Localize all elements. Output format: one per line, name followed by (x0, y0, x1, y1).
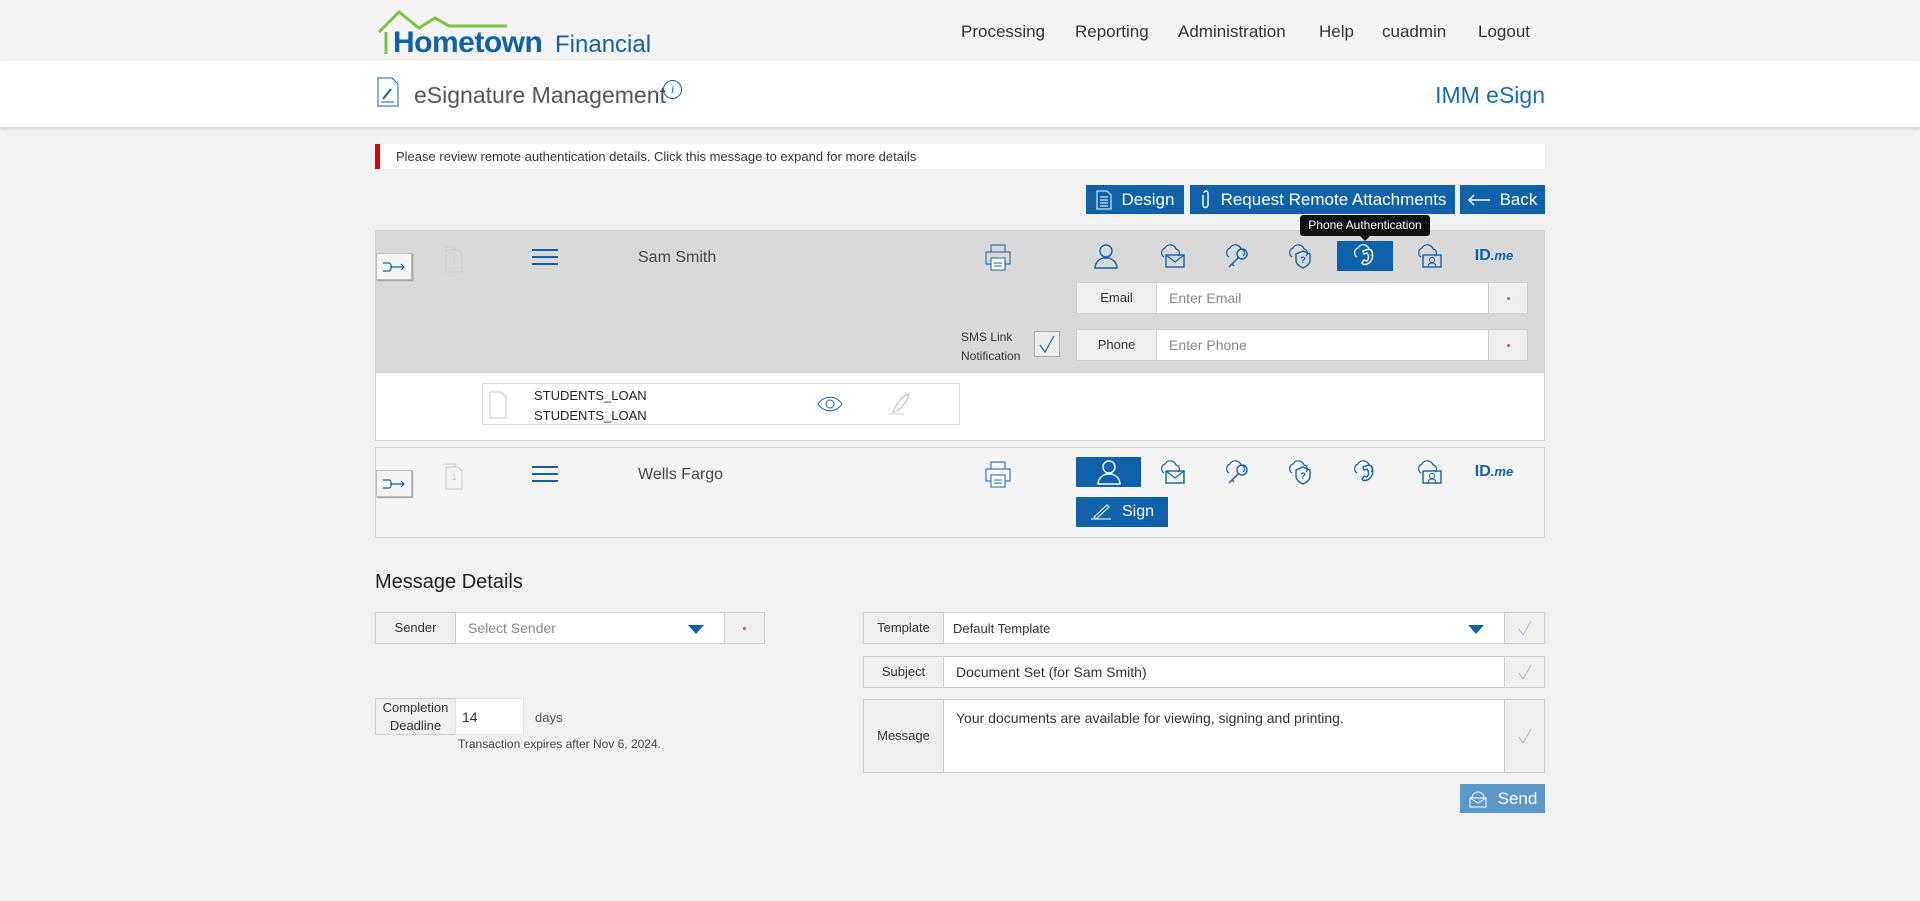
deadline-input[interactable]: 14 (455, 698, 524, 735)
idme-icon[interactable]: ID.me (1474, 463, 1514, 480)
menu-icon[interactable] (531, 248, 559, 266)
page-header (0, 61, 1920, 127)
person-icon[interactable] (1078, 241, 1134, 271)
sms-notification-label: SMS Link Notification (961, 330, 1021, 363)
logo[interactable]: Hometown Financial (377, 10, 657, 59)
required-indicator (1488, 282, 1528, 314)
request-remote-attachments-button[interactable]: Request Remote Attachments (1190, 185, 1455, 214)
paperclip-icon (1201, 189, 1209, 208)
email-cloud-icon[interactable] (1144, 457, 1200, 487)
info-icon[interactable]: i (663, 80, 682, 99)
days-unit: days (535, 710, 563, 725)
svg-text:?: ? (1300, 255, 1306, 265)
email-cloud-icon[interactable] (1144, 241, 1200, 271)
pen-icon (1090, 504, 1111, 520)
document-name: STUDENTS_LOAN STUDENTS_LOAN (534, 388, 647, 423)
document-count-icon: 1 (443, 246, 463, 273)
tooltip: Phone Authentication (1300, 215, 1430, 241)
nav-user[interactable]: cuadmin (1382, 22, 1447, 41)
signer-row-wells-fargo (375, 447, 1545, 538)
page-title: eSignature Management (414, 82, 666, 108)
alert-banner[interactable]: Please review remote authentication deta… (375, 144, 1545, 169)
expiry-note: Transaction expires after Nov 6, 2024. (458, 737, 661, 751)
template-select[interactable]: Default Template (943, 612, 1505, 644)
dropdown-arrow-icon (1468, 625, 1484, 634)
message-label: Message (863, 699, 944, 773)
check-icon (1504, 656, 1545, 688)
nav-administration[interactable]: Administration (1178, 22, 1286, 41)
check-icon (1504, 699, 1545, 773)
message-details-heading: Message Details (375, 571, 523, 593)
document-icon (489, 391, 507, 419)
reassign-button[interactable] (376, 253, 412, 280)
phone-icon[interactable] (1337, 457, 1393, 487)
document-count-icon: 1 (443, 463, 463, 490)
phone-icon[interactable] (1337, 241, 1393, 271)
subject-label: Subject (863, 656, 944, 688)
dropdown-arrow-icon (688, 625, 704, 634)
template-label: Template (863, 612, 944, 644)
document-item[interactable]: STUDENTS_LOAN STUDENTS_LOAN (482, 383, 960, 425)
key-cloud-icon[interactable] (1209, 241, 1265, 271)
email-label: Email (1076, 282, 1157, 314)
question-shield-icon[interactable]: ? (1272, 457, 1328, 487)
deadline-label: Completion Deadline (375, 698, 456, 735)
nav-reporting[interactable]: Reporting (1075, 22, 1149, 41)
signer-name: Wells Fargo (638, 466, 724, 483)
send-envelope-icon (1469, 791, 1487, 807)
list-document-icon (1096, 190, 1112, 209)
printer-icon[interactable] (985, 461, 1011, 489)
message-textarea[interactable]: Your documents are available for viewing… (943, 699, 1505, 773)
sms-notification-checkbox[interactable] (1034, 331, 1060, 357)
key-cloud-icon[interactable] (1209, 457, 1265, 487)
esign-document-icon (377, 77, 399, 107)
send-button[interactable]: Send (1460, 784, 1545, 813)
design-button[interactable]: Design (1086, 185, 1184, 214)
nav-processing[interactable]: Processing (961, 22, 1046, 41)
menu-icon[interactable] (531, 465, 559, 483)
svg-text:?: ? (1300, 471, 1306, 481)
nav-help[interactable]: Help (1319, 22, 1354, 41)
id-card-cloud-icon[interactable] (1401, 241, 1457, 271)
product-name: IMM eSign (1435, 82, 1545, 108)
check-icon (1039, 335, 1055, 353)
phone-label: Phone (1076, 329, 1157, 361)
check-icon (1504, 612, 1545, 644)
phone-input[interactable]: Enter Phone (1156, 329, 1489, 361)
id-card-cloud-icon[interactable] (1401, 457, 1457, 487)
view-eye-icon[interactable] (817, 396, 843, 412)
route-arrow-icon (383, 261, 405, 272)
arrow-left-icon (1467, 194, 1490, 205)
route-arrow-icon (383, 478, 405, 489)
subject-input[interactable]: Document Set (for Sam Smith) (943, 656, 1505, 688)
top-bar (0, 0, 1920, 61)
nav-logout[interactable]: Logout (1478, 22, 1530, 41)
signer-name: Sam Smith (638, 249, 717, 266)
email-input[interactable]: Enter Email (1156, 282, 1489, 314)
printer-icon[interactable] (985, 244, 1011, 272)
required-indicator (724, 612, 765, 644)
sender-select[interactable]: Select Sender (455, 612, 725, 644)
reassign-button[interactable] (376, 470, 412, 497)
back-button[interactable]: Back (1460, 185, 1545, 214)
sign-button[interactable]: Sign (1076, 497, 1168, 527)
sign-pen-icon (888, 393, 910, 415)
svg-text:1: 1 (451, 255, 456, 265)
person-icon[interactable] (1076, 457, 1141, 487)
question-shield-icon[interactable]: ? (1272, 241, 1328, 271)
logo-house-icon (377, 10, 507, 54)
idme-icon[interactable]: ID.me (1474, 247, 1514, 264)
required-indicator (1488, 329, 1528, 361)
svg-text:1: 1 (451, 472, 456, 482)
sender-label: Sender (375, 612, 456, 644)
